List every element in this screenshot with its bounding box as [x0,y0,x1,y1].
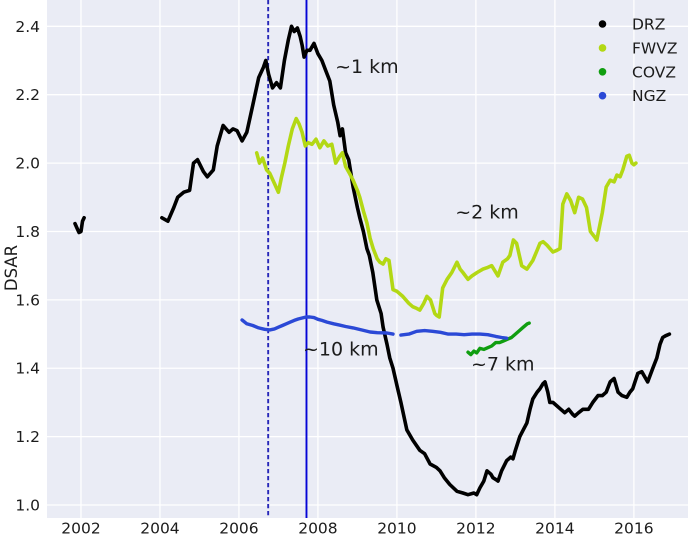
x-tick-label: 2006 [219,520,258,537]
y-tick-label: 1.6 [15,291,40,309]
series-line-covz [466,321,531,357]
legend-label-covz: COVZ [632,63,676,81]
tick-label-layer: 2002 2004 2006 2008 2010 2012 2014 2016 1.0 1.2 1.… [15,18,653,537]
x-tick-label: 2012 [456,520,495,537]
legend: DRZ FWVZ COVZ NGZ [598,16,677,105]
legend-marker-drz [598,20,607,28]
x-tick-label: 2016 [614,520,653,537]
x-tick-label: 2002 [61,520,100,537]
legend-marker-fwvz [598,44,607,52]
series-line-ngz [399,328,509,340]
eruption-vlines-layer [267,0,308,518]
y-tick-label: 2.0 [15,155,40,173]
series-line-drz [160,24,672,497]
series-line-drz [73,216,86,235]
legend-label-drz: DRZ [632,16,665,34]
legend-marker-ngz [598,91,607,100]
series-line-fwvz [254,116,638,319]
y-tick-label: 1.8 [15,223,40,241]
legend-label-fwvz: FWVZ [632,39,677,57]
grid-layer [47,0,688,518]
distance-annotation: ~2 km [455,201,519,223]
series-layer [73,24,672,497]
distance-annotation: ~7 km [471,354,535,376]
plot-background [47,0,688,518]
x-tick-label: 2014 [535,520,574,537]
distance-annotation: ~10 km [303,339,379,361]
y-tick-label: 1.0 [15,497,40,515]
y-axis-label: DSAR [2,245,21,291]
plot-background-layer [47,0,688,518]
x-tick-label: 2004 [140,520,179,537]
legend-marker-covz [598,68,607,76]
legend-label-ngz: NGZ [632,87,666,105]
y-tick-label: 1.4 [15,360,40,378]
y-tick-label: 2.4 [15,18,40,36]
y-tick-label: 1.2 [15,428,40,446]
x-tick-label: 2008 [298,520,337,537]
series-line-ngz [240,315,395,336]
distance-annotation: ~1 km [335,56,399,78]
y-tick-label: 2.2 [15,86,40,104]
annotation-layer: ~1 km ~2 km ~10 km ~7 km [303,56,535,375]
x-tick-label: 2010 [377,520,416,537]
